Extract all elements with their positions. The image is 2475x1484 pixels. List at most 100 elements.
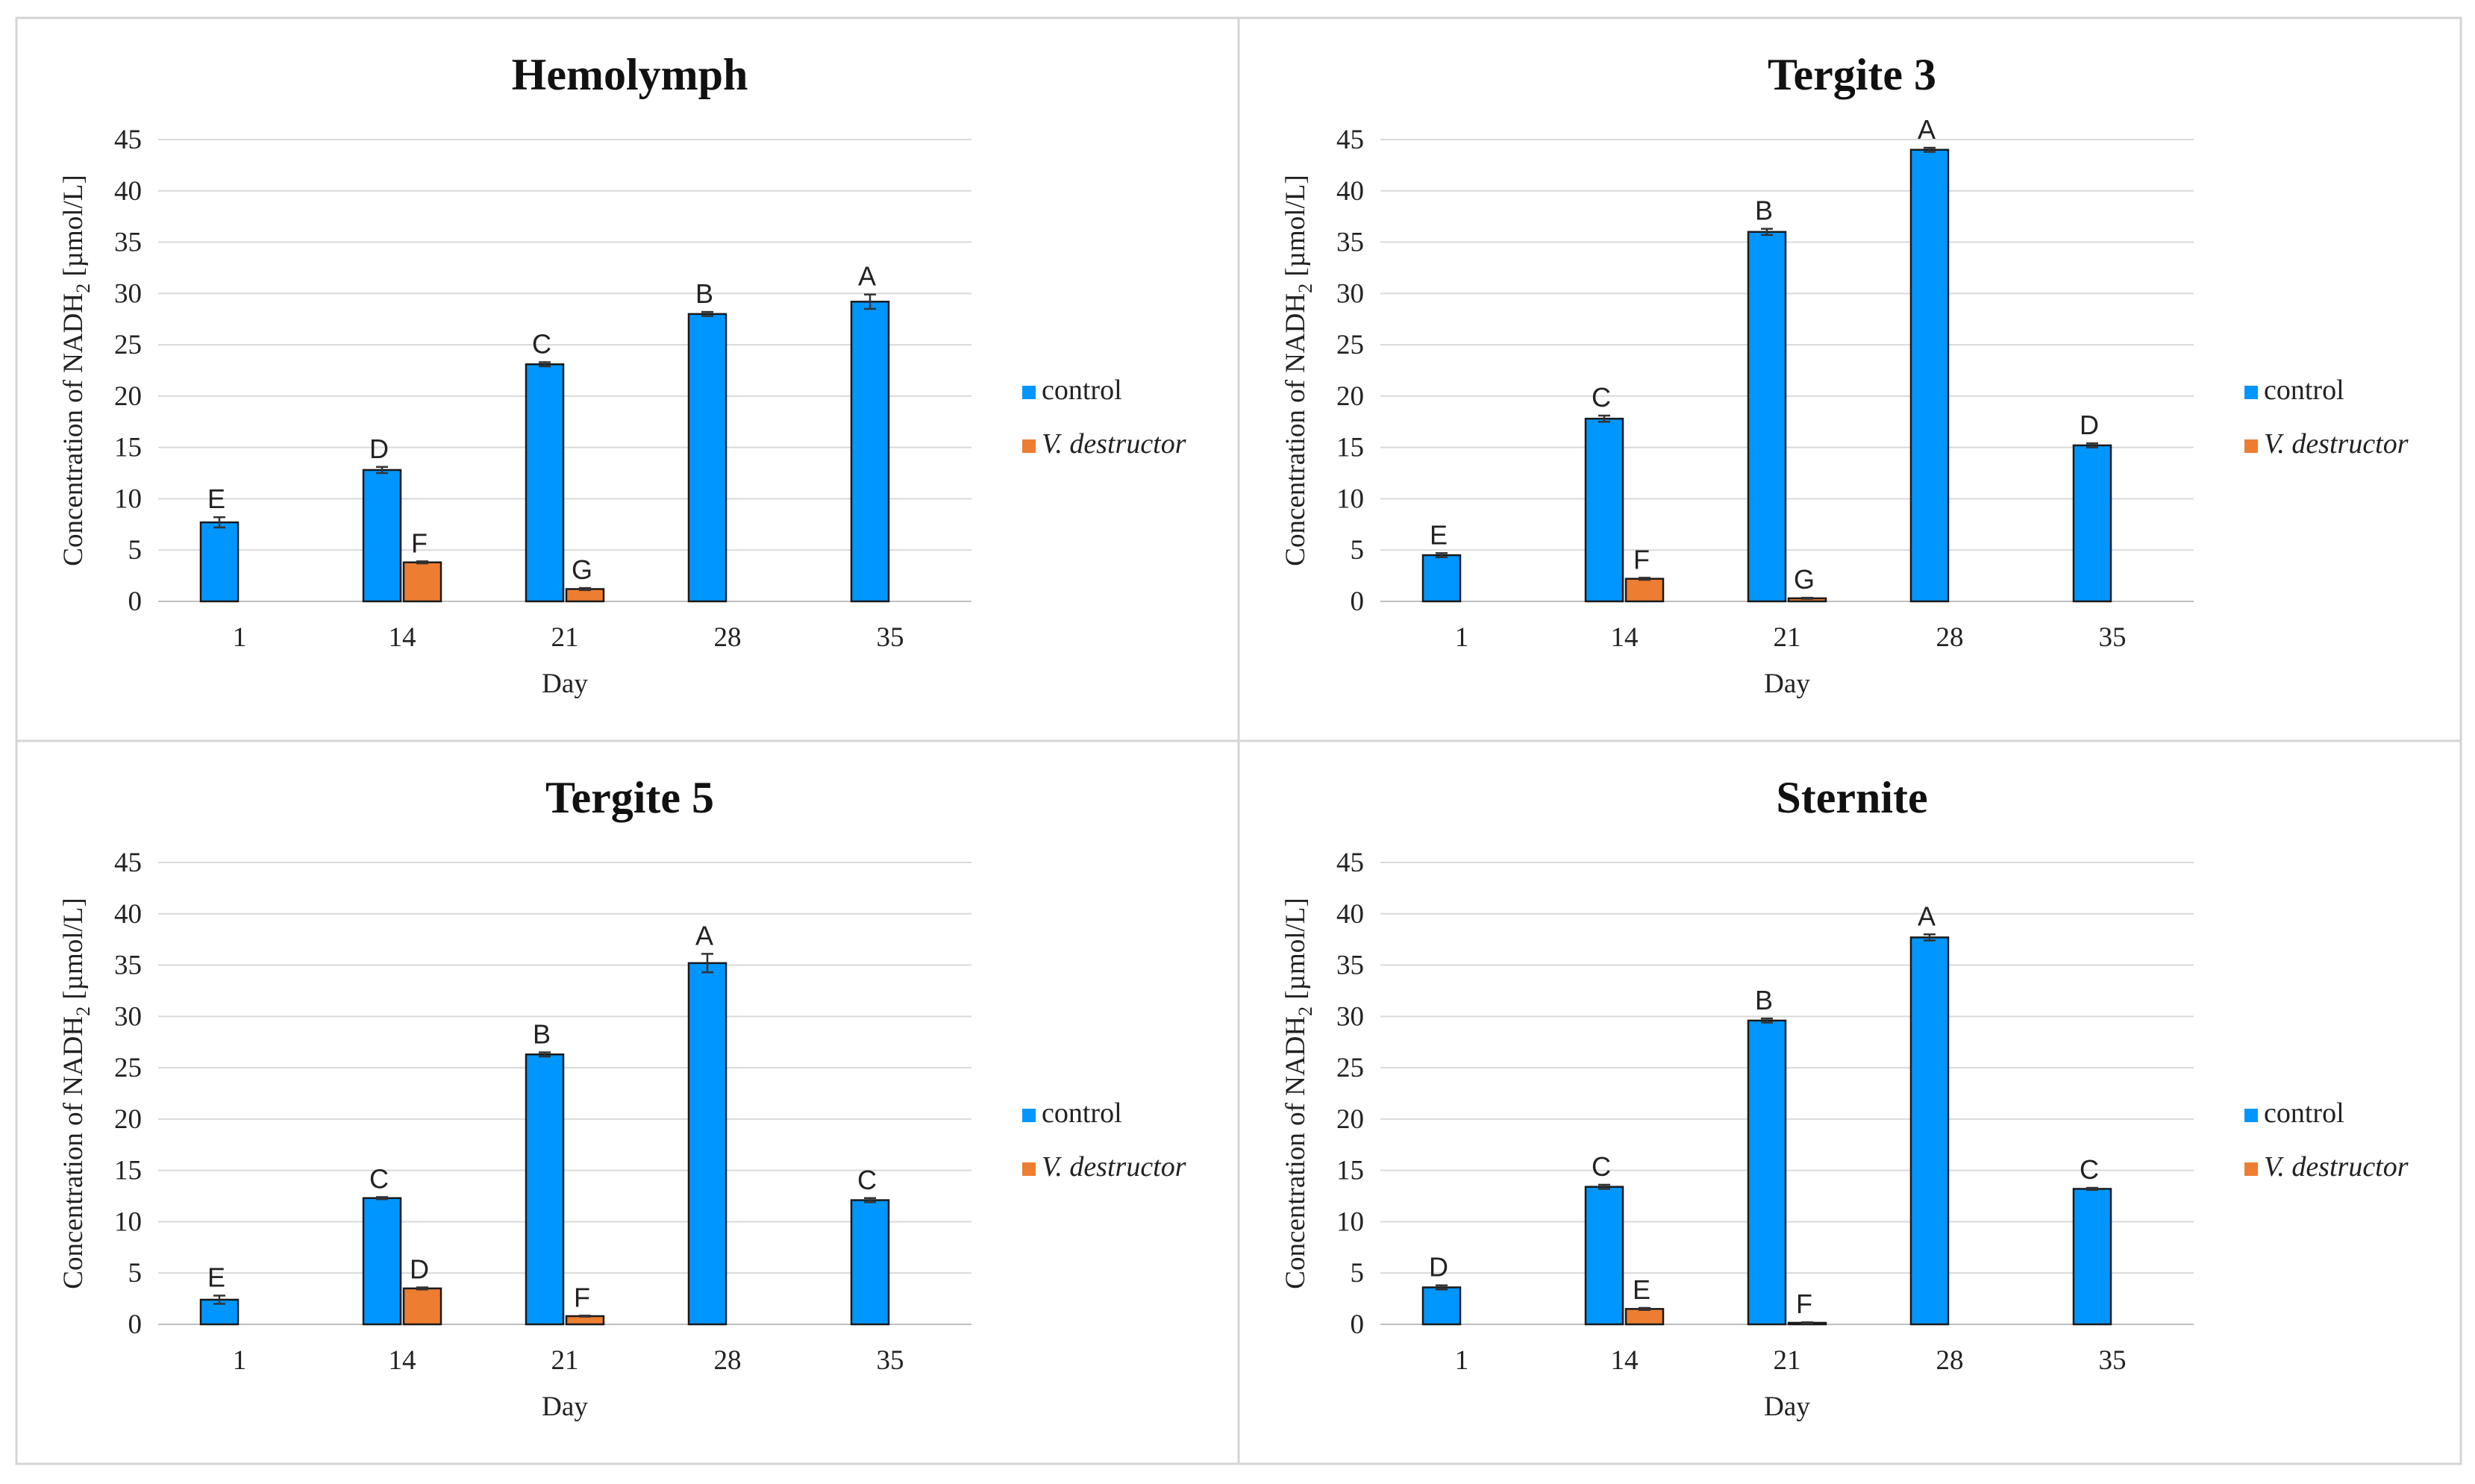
- legend-label: V. destructor: [1042, 428, 1186, 460]
- significance-letter: C: [532, 328, 551, 359]
- chart-panel-3: Tergite 5 0 5 10 15 20 25 30 35 40 45 Concentration…: [15, 739, 1240, 1465]
- significance-letter: B: [1755, 985, 1773, 1015]
- y-tick-label: 35: [1336, 951, 1364, 981]
- significance-letter: E: [1430, 519, 1448, 550]
- x-tick-label: 35: [2099, 622, 2127, 653]
- significance-letter: C: [1592, 1151, 1611, 1182]
- y-axis-label-unit: [µmol/L]: [1280, 175, 1311, 284]
- y-axis-label-main: Concentration of NADH: [1280, 1016, 1311, 1289]
- legend-swatch: [1022, 386, 1036, 399]
- legend-item: control: [1022, 1098, 1122, 1129]
- legend-item: V. destructor: [2244, 428, 2409, 460]
- x-tick-label: 14: [389, 1345, 416, 1376]
- bar-control: [850, 1199, 890, 1326]
- legend-label: control: [1042, 1098, 1122, 1129]
- significance-letter: A: [1918, 901, 1936, 931]
- x-tick-label: 14: [389, 622, 416, 653]
- error-bar: [579, 586, 591, 592]
- bar-v-destructor: [402, 561, 442, 603]
- significance-letter: F: [411, 527, 428, 558]
- x-axis-label: Day: [542, 669, 588, 699]
- significance-letter: C: [2080, 1154, 2099, 1185]
- bar-control: [1909, 148, 1950, 603]
- bar-control: [850, 301, 890, 603]
- y-tick-label: 30: [114, 278, 142, 309]
- significance-letter: B: [695, 278, 713, 309]
- y-tick-label: 5: [128, 1258, 143, 1289]
- significance-letter: C: [1592, 382, 1611, 413]
- significance-letter: F: [1633, 544, 1650, 574]
- error-bar: [1436, 552, 1448, 559]
- significance-letter: B: [1755, 195, 1773, 226]
- y-tick-label: 5: [1351, 1258, 1365, 1289]
- x-tick-label: 1: [233, 622, 247, 653]
- x-tick-label: 21: [551, 622, 579, 653]
- y-tick-label: 15: [114, 1156, 142, 1186]
- legend-label: control: [2264, 1098, 2344, 1129]
- y-tick-label: 35: [114, 228, 142, 258]
- legend-label: control: [2264, 375, 2344, 406]
- bar-control: [2072, 1188, 2112, 1326]
- y-tick-label: 20: [1336, 381, 1364, 412]
- chart-title: Tergite 5: [545, 773, 714, 822]
- y-tick-label: 5: [1351, 535, 1365, 566]
- y-tick-label: 5: [128, 535, 143, 566]
- y-tick-label: 10: [1336, 1206, 1364, 1237]
- y-axis-label-unit: [µmol/L]: [58, 898, 89, 1006]
- bar-control: [687, 962, 728, 1326]
- bar-control: [362, 1197, 402, 1326]
- bar-control: [362, 469, 402, 603]
- x-tick-label: 21: [1774, 622, 1801, 653]
- y-axis-label: Concentration of NADH2 [µmol/L]: [58, 175, 94, 566]
- error-bar: [1639, 1306, 1650, 1311]
- error-bar: [376, 466, 388, 475]
- bar-control: [199, 521, 240, 603]
- chart-title: Sternite: [1776, 773, 1927, 822]
- y-tick-label: 35: [114, 951, 142, 981]
- error-bar: [1639, 577, 1650, 581]
- y-tick-label: 0: [128, 1309, 143, 1340]
- y-tick-label: 25: [1336, 1053, 1364, 1083]
- chart-title: Tergite 3: [1768, 50, 1936, 99]
- y-axis-label: Concentration of NADH2 [µmol/L]: [1280, 175, 1316, 566]
- y-axis-label-subscript: 2: [72, 1006, 94, 1016]
- error-bar: [1598, 1183, 1610, 1190]
- y-tick-label: 40: [114, 176, 142, 207]
- y-tick-label: 15: [1336, 433, 1364, 463]
- y-tick-label: 15: [1336, 1156, 1364, 1186]
- significance-letter: G: [572, 554, 592, 585]
- x-tick-label: 35: [877, 622, 904, 653]
- y-tick-label: 35: [1336, 228, 1364, 258]
- legend-label: V. destructor: [2264, 428, 2409, 460]
- chart-panel-1: Hemolymph 0 5 10 15 20 25 30 35 40 45 Concentration…: [15, 16, 1240, 742]
- error-bar: [2086, 1186, 2098, 1192]
- x-tick-label: 1: [1455, 1345, 1469, 1376]
- y-axis-label-main: Concentration of NADH: [1280, 293, 1311, 566]
- error-bar: [416, 1286, 428, 1291]
- x-axis-label: Day: [1764, 669, 1810, 699]
- legend-item: V. destructor: [1022, 1151, 1186, 1183]
- significance-letter: D: [1429, 1252, 1448, 1283]
- legend-swatch: [2244, 1109, 2258, 1122]
- legend-item: V. destructor: [1022, 428, 1186, 460]
- chart-panel-2: Tergite 3 0 5 10 15 20 25 30 35 40 45 Concentration…: [1237, 16, 2462, 742]
- significance-letter: F: [574, 1282, 590, 1312]
- significance-letter: F: [1796, 1289, 1812, 1319]
- legend-item: V. destructor: [2244, 1151, 2409, 1183]
- y-axis-label-unit: [µmol/L]: [1280, 898, 1311, 1006]
- bar-control: [1909, 936, 1950, 1326]
- panel-frame: [1237, 739, 2462, 1465]
- bar-control: [1421, 554, 1462, 603]
- significance-letter: D: [369, 433, 389, 464]
- y-tick-label: 0: [128, 586, 143, 617]
- y-tick-label: 30: [1336, 278, 1364, 309]
- bar-control: [687, 313, 728, 603]
- error-bar: [864, 1197, 876, 1203]
- significance-letter: C: [857, 1165, 877, 1195]
- error-bar: [2086, 442, 2098, 448]
- bar-v-destructor: [1624, 577, 1665, 603]
- bar-control: [1747, 1019, 1787, 1326]
- bar-control: [1584, 417, 1624, 603]
- significance-letter: E: [1633, 1274, 1650, 1305]
